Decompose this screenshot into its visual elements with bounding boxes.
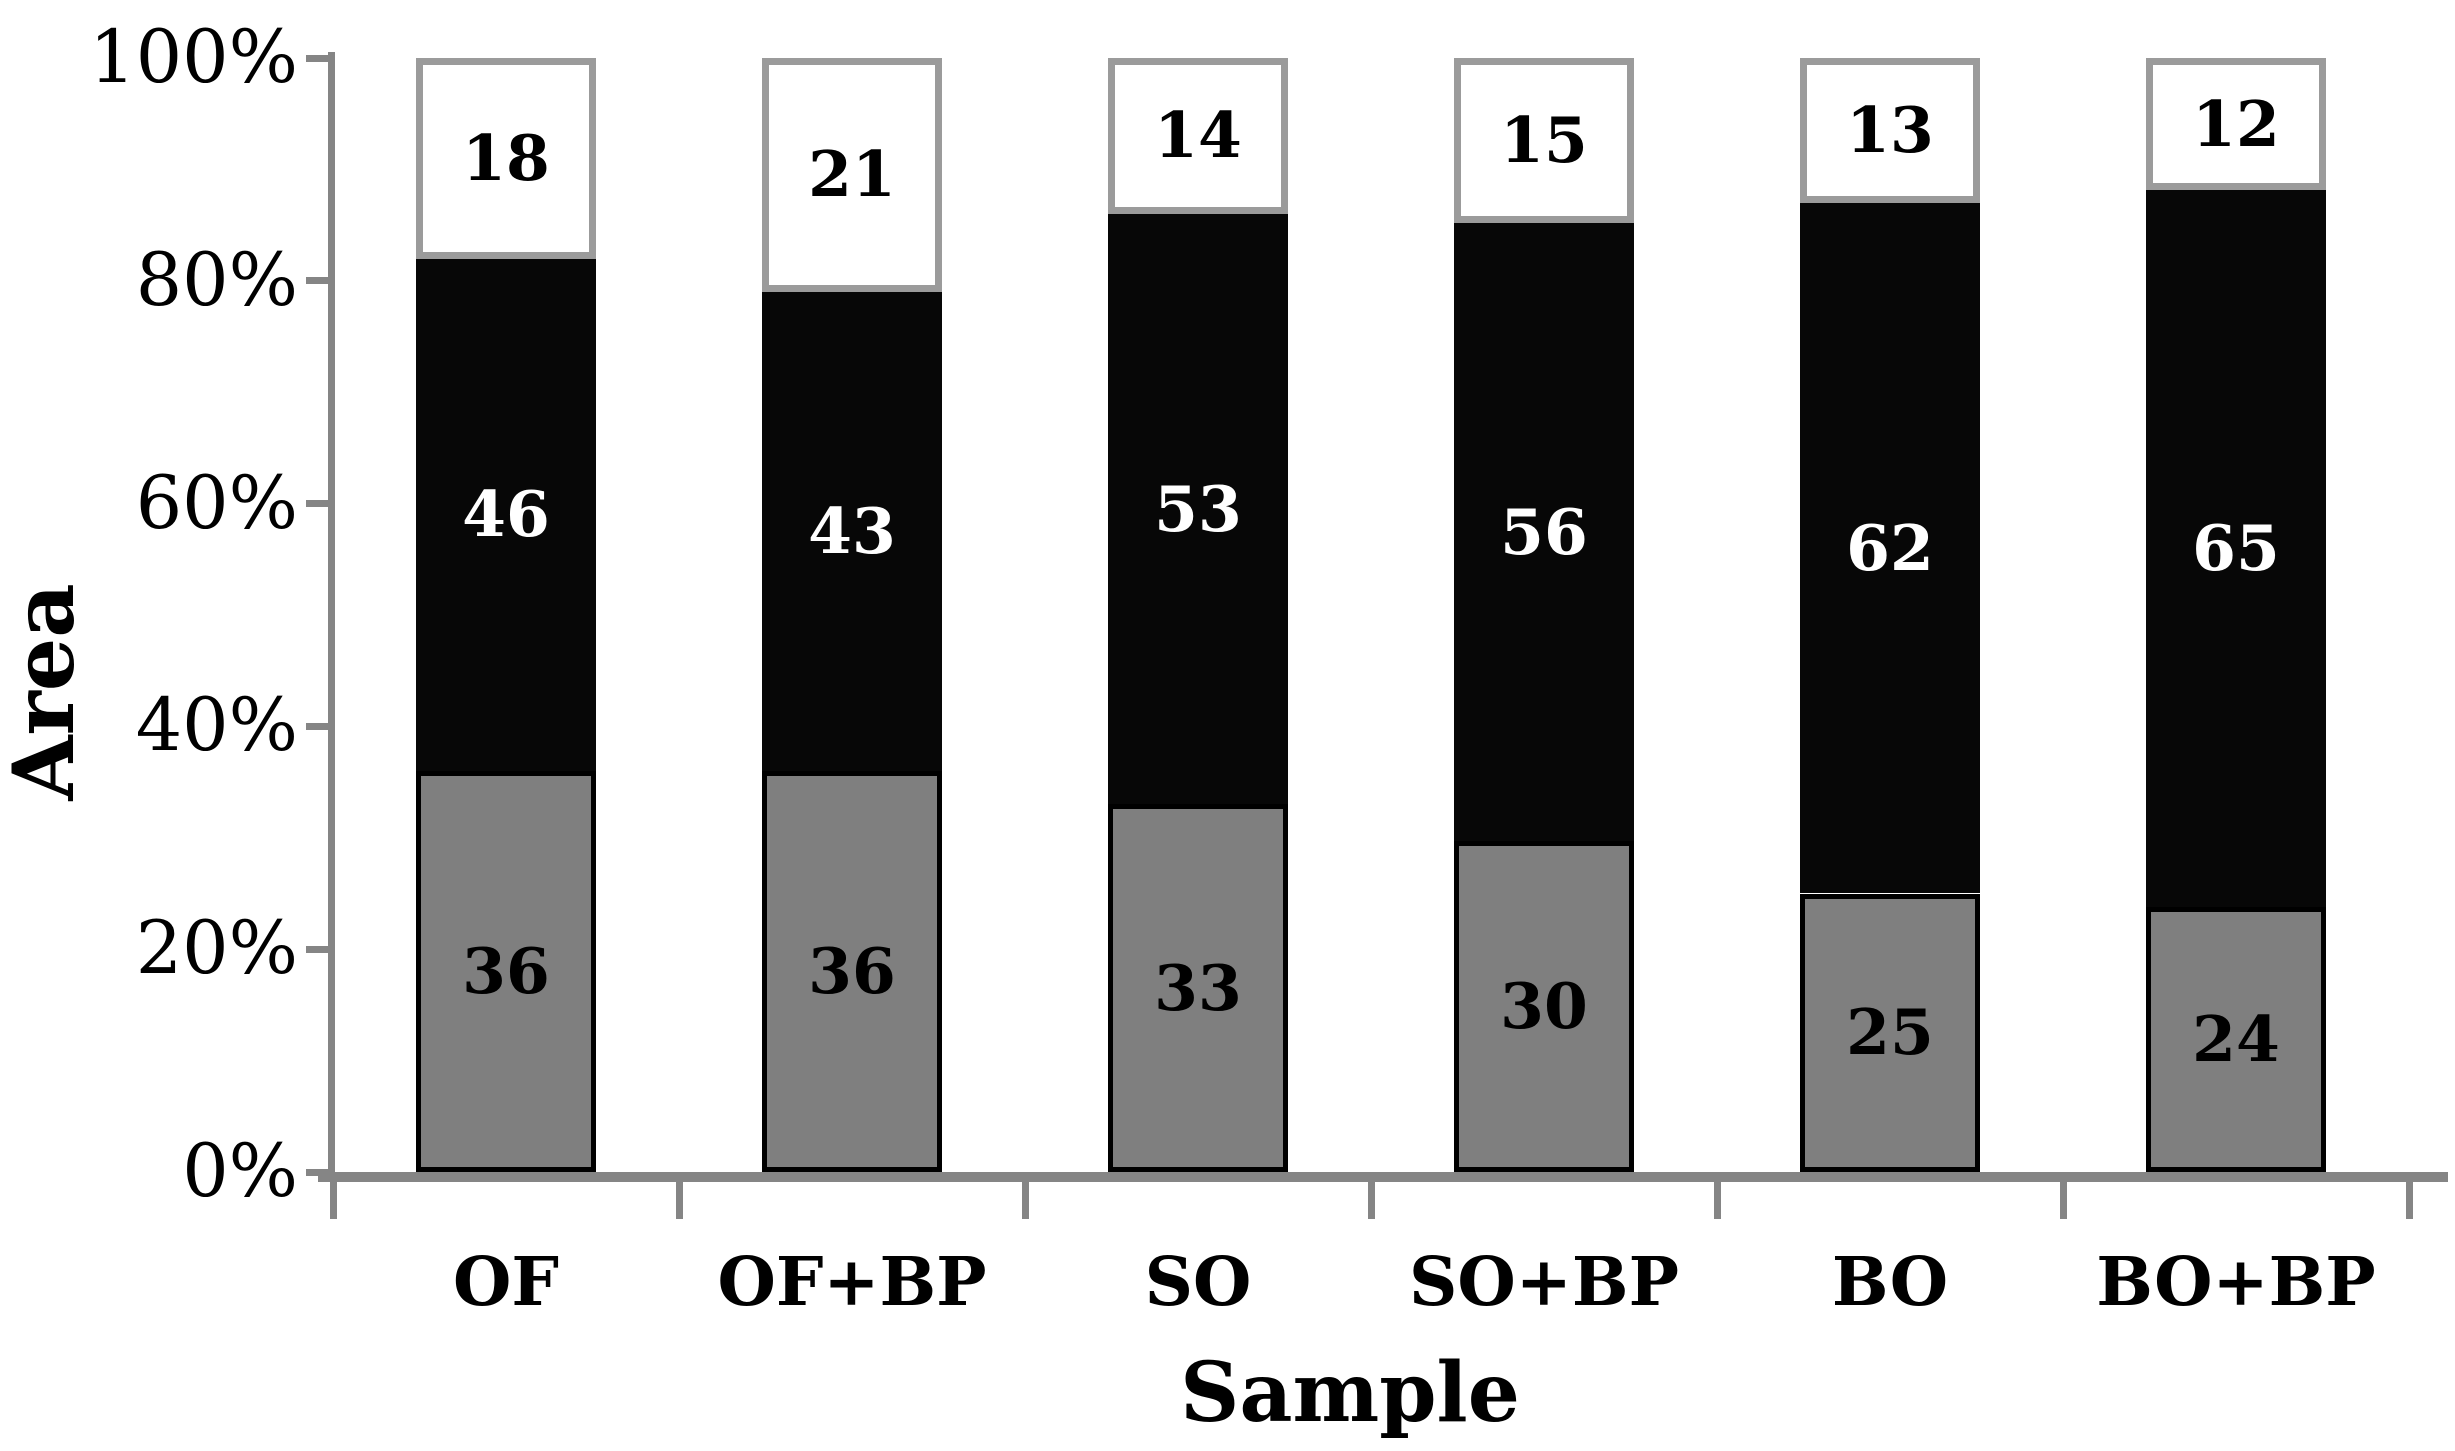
y-axis-tick	[306, 500, 334, 508]
y-axis-line	[328, 52, 335, 1182]
x-tick-label: SO	[1144, 1242, 1252, 1321]
middle-black-segment: 46	[416, 258, 596, 771]
y-tick-label: 60%	[135, 460, 298, 546]
bar-value-label: 53	[1154, 471, 1242, 546]
bottom-gray-segment: 36	[762, 770, 942, 1172]
middle-black-segment: 43	[762, 291, 942, 771]
x-axis-tick	[329, 1182, 337, 1219]
x-tick-label: BO	[1831, 1242, 1949, 1321]
x-axis-tick	[1367, 1182, 1375, 1219]
x-axis-title: Sample	[1180, 1345, 1520, 1441]
bar-value-label: 65	[2192, 511, 2280, 586]
bar-value-label: 13	[1846, 92, 1934, 167]
top-white-segment: 15	[1454, 58, 1634, 224]
x-axis-tick	[2405, 1182, 2413, 1219]
x-tick-label: BO+BP	[2096, 1242, 2376, 1321]
bar-value-label: 25	[1846, 995, 1934, 1070]
bottom-gray-segment: 30	[1454, 841, 1634, 1172]
top-white-segment: 18	[416, 58, 596, 259]
y-tick-label: 0%	[182, 1129, 298, 1214]
bar-value-label: 33	[1154, 950, 1242, 1025]
bar-value-label: 62	[1846, 510, 1934, 585]
top-white-segment: 13	[1800, 58, 1980, 203]
y-tick-label: 20%	[135, 906, 298, 992]
bar-value-label: 15	[1500, 103, 1588, 178]
bar-value-label: 21	[808, 137, 896, 212]
bottom-gray-segment: 33	[1108, 804, 1288, 1172]
bar-value-label: 43	[808, 493, 896, 568]
bottom-gray-segment: 36	[416, 770, 596, 1172]
x-axis-line	[318, 1172, 2448, 1182]
middle-black-segment: 56	[1454, 223, 1634, 842]
top-white-segment: 14	[1108, 58, 1288, 214]
y-tick-label: 40%	[135, 683, 298, 769]
bar-value-label: 18	[462, 120, 550, 195]
top-white-segment: 12	[2146, 58, 2326, 191]
y-axis-tick	[306, 54, 334, 62]
y-axis-tick	[306, 1168, 334, 1176]
bottom-gray-segment: 25	[1800, 893, 1980, 1172]
x-axis-tick	[1021, 1182, 1029, 1219]
bottom-gray-segment: 24	[2146, 907, 2326, 1172]
bar-value-label: 24	[2192, 1002, 2280, 1077]
bar-value-label: 14	[1154, 98, 1242, 173]
bar-value-label: 36	[808, 933, 896, 1008]
bar-value-label: 46	[462, 477, 550, 552]
middle-black-segment: 65	[2146, 190, 2326, 908]
y-tick-label: 80%	[135, 237, 298, 323]
x-axis-tick	[675, 1182, 683, 1219]
x-axis-tick	[1713, 1182, 1721, 1219]
x-axis-tick	[2059, 1182, 2067, 1219]
middle-black-segment: 53	[1108, 213, 1288, 805]
y-axis-tick	[306, 722, 334, 730]
bar-value-label: 36	[462, 933, 550, 1008]
x-tick-label: OF	[453, 1242, 559, 1321]
y-axis-tick	[306, 945, 334, 953]
bar-value-label: 30	[1500, 969, 1588, 1044]
y-axis-tick	[306, 277, 334, 285]
y-tick-label: 100%	[89, 15, 298, 100]
x-tick-label: SO+BP	[1409, 1242, 1679, 1321]
top-white-segment: 21	[762, 58, 942, 292]
bar-value-label: 12	[2192, 86, 2280, 161]
middle-black-segment: 62	[1800, 202, 1980, 894]
bar-value-label: 56	[1500, 494, 1588, 569]
x-tick-label: OF+BP	[717, 1242, 987, 1321]
